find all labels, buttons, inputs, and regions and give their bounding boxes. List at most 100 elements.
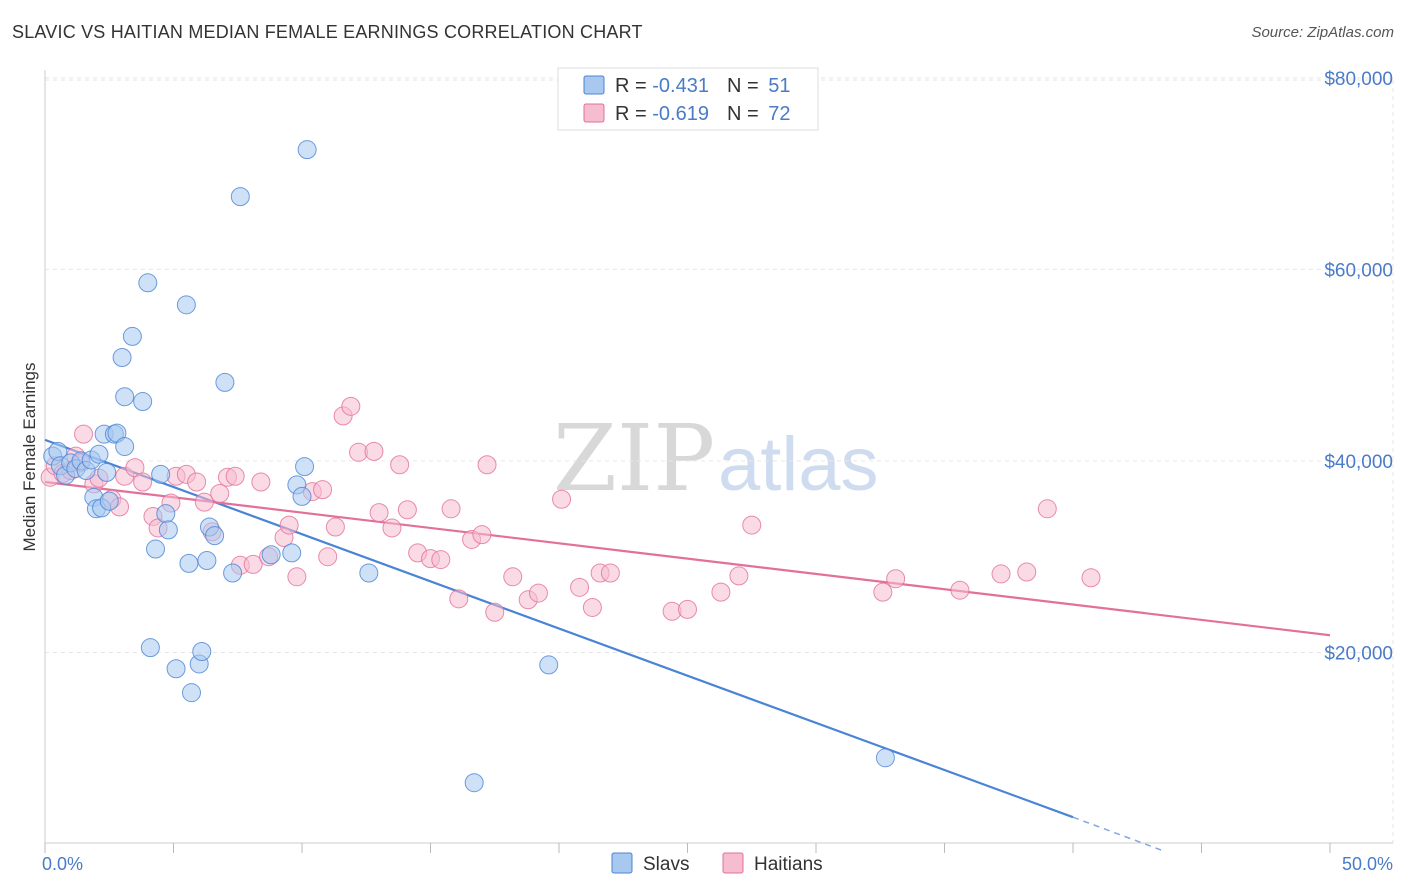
legend-n-label: N = bbox=[727, 103, 764, 125]
point-slavs bbox=[166, 659, 186, 679]
legend-bottom-slavs: Slavs bbox=[643, 854, 689, 875]
legend-bottom-swatch-haitians bbox=[722, 852, 744, 874]
point-slavs bbox=[464, 773, 484, 793]
point-haitians bbox=[449, 589, 469, 609]
point-slavs bbox=[151, 464, 171, 484]
point-haitians bbox=[477, 455, 497, 475]
point-haitians bbox=[325, 517, 345, 537]
point-haitians bbox=[528, 583, 548, 603]
trend-line-haitians bbox=[44, 480, 1331, 637]
point-slavs bbox=[223, 563, 243, 583]
x-tick-label: 0.0% bbox=[42, 854, 83, 874]
point-haitians bbox=[313, 480, 333, 500]
legend-swatch-slavs bbox=[583, 75, 605, 95]
legend-r-value: -0.619 bbox=[652, 103, 709, 125]
point-slavs bbox=[112, 347, 132, 367]
point-haitians bbox=[441, 499, 461, 519]
legend-row-haitians: R = -0.619 N = 72 bbox=[615, 103, 790, 125]
point-slavs bbox=[295, 457, 315, 477]
point-haitians bbox=[472, 525, 492, 545]
point-haitians bbox=[678, 599, 697, 619]
point-haitians bbox=[243, 554, 263, 574]
chart-title: SLAVIC VS HAITIAN MEDIAN FEMALE EARNINGS… bbox=[12, 22, 643, 42]
point-haitians bbox=[570, 577, 590, 597]
trend-line-slavs-extension bbox=[1072, 816, 1164, 852]
point-haitians bbox=[251, 472, 271, 492]
point-haitians bbox=[74, 424, 94, 444]
point-haitians bbox=[582, 597, 602, 617]
legend-row-slavs: R = -0.431 N = 51 bbox=[615, 75, 790, 97]
point-haitians bbox=[318, 547, 338, 567]
point-slavs bbox=[97, 462, 117, 482]
point-haitians bbox=[431, 550, 451, 570]
point-haitians bbox=[187, 472, 207, 492]
watermark-zip: ZIP bbox=[553, 405, 715, 512]
point-slavs bbox=[133, 392, 153, 412]
point-slavs bbox=[197, 551, 217, 571]
legend-bottom: Slavs Haitians bbox=[611, 852, 823, 875]
point-slavs bbox=[158, 520, 178, 540]
point-haitians bbox=[382, 518, 402, 538]
y-tick-label: $60,000 bbox=[1324, 260, 1393, 281]
point-slavs bbox=[192, 642, 212, 662]
point-haitians bbox=[873, 582, 893, 602]
point-slavs bbox=[181, 683, 201, 703]
point-slavs bbox=[230, 187, 250, 207]
point-haitians bbox=[364, 441, 384, 461]
x-tick-labels: 0.0% 50.0% bbox=[42, 854, 1393, 874]
point-slavs bbox=[122, 326, 142, 346]
point-haitians bbox=[1081, 568, 1101, 588]
legend-bottom-haitians: Haitians bbox=[754, 854, 823, 875]
point-slavs bbox=[140, 638, 160, 658]
point-slavs bbox=[156, 504, 176, 524]
point-haitians bbox=[600, 563, 620, 583]
point-haitians bbox=[886, 569, 906, 589]
point-haitians bbox=[369, 503, 389, 523]
point-haitians bbox=[1017, 562, 1037, 582]
point-haitians bbox=[485, 602, 505, 622]
legend-bottom-swatch-slavs bbox=[611, 852, 633, 874]
trend-lines bbox=[44, 438, 1331, 852]
legend-top: R = -0.431 N = 51 R = -0.619 N = 72 bbox=[557, 67, 819, 131]
point-slavs bbox=[176, 295, 196, 315]
point-haitians bbox=[397, 500, 417, 520]
point-slavs bbox=[261, 545, 281, 565]
point-haitians bbox=[950, 580, 970, 600]
point-slavs bbox=[297, 140, 317, 160]
point-haitians bbox=[742, 515, 762, 535]
point-haitians bbox=[210, 483, 230, 503]
point-slavs bbox=[282, 543, 302, 563]
legend-n-value: 72 bbox=[768, 103, 790, 125]
point-slavs bbox=[179, 553, 199, 573]
point-slavs bbox=[89, 444, 109, 464]
point-slavs bbox=[115, 387, 135, 407]
point-haitians bbox=[194, 492, 214, 512]
y-tick-label: $20,000 bbox=[1324, 643, 1393, 664]
point-haitians bbox=[503, 567, 523, 587]
point-haitians bbox=[991, 564, 1011, 584]
point-haitians bbox=[287, 567, 307, 587]
watermark-atlas: atlas bbox=[718, 422, 879, 507]
point-slavs bbox=[138, 273, 158, 293]
legend-r-label: R = bbox=[615, 103, 652, 125]
y-tick-labels: $20,000 $40,000 $60,000 $80,000 bbox=[1324, 69, 1393, 665]
chart-source: Source: ZipAtlas.com bbox=[1251, 24, 1394, 41]
point-haitians bbox=[341, 396, 361, 416]
point-haitians bbox=[1037, 499, 1057, 519]
point-slavs bbox=[215, 372, 235, 392]
data-points bbox=[40, 140, 1101, 793]
point-slavs bbox=[875, 748, 895, 768]
x-tick-label: 50.0% bbox=[1342, 854, 1393, 874]
point-slavs bbox=[359, 563, 379, 583]
point-haitians bbox=[552, 489, 572, 509]
point-slavs bbox=[99, 491, 119, 511]
y-tick-label: $40,000 bbox=[1324, 452, 1393, 473]
point-haitians bbox=[390, 455, 410, 475]
legend-r-value: -0.431 bbox=[652, 75, 709, 97]
point-haitians bbox=[279, 515, 299, 535]
point-slavs bbox=[539, 655, 559, 675]
point-slavs bbox=[115, 437, 135, 457]
point-haitians bbox=[729, 566, 749, 586]
point-haitians bbox=[133, 472, 153, 492]
